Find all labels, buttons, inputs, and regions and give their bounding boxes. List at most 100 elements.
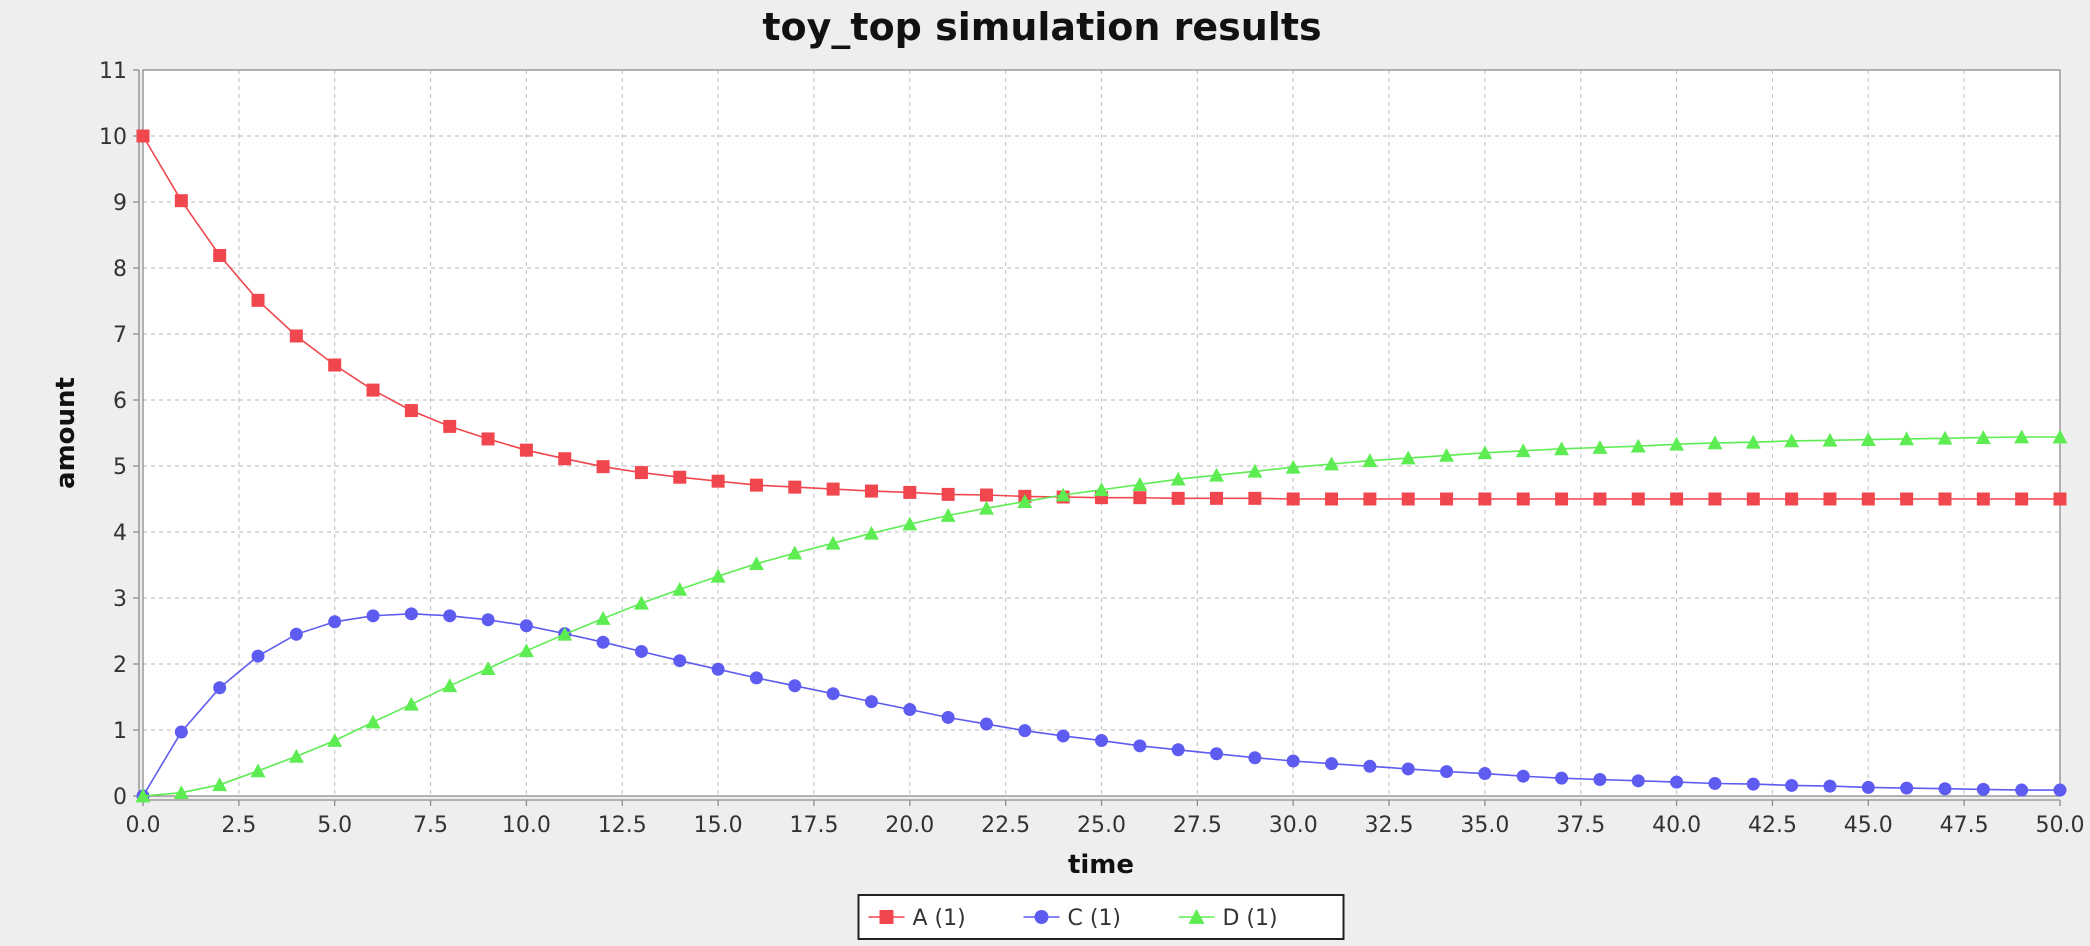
legend-item-a[interactable]: A (1) <box>868 906 966 931</box>
legend-item-c[interactable]: C (1) <box>1023 906 1122 931</box>
series-d <box>135 429 2068 803</box>
series-a-point <box>2053 492 2067 506</box>
series-a-point <box>1516 492 1530 506</box>
y-axis-label: amount <box>51 377 81 489</box>
series-a-point <box>289 329 303 343</box>
y-tick-label: 2 <box>113 653 127 678</box>
series-d-point <box>1055 487 1071 502</box>
series-a-point <box>1746 492 1760 506</box>
series-c-point <box>251 649 265 663</box>
x-tick-label: 47.5 <box>1940 813 1989 838</box>
x-tick-label: 0.0 <box>126 813 161 838</box>
series-c-point <box>1938 782 1952 796</box>
legend-marker <box>1034 910 1049 924</box>
series-c-point <box>1593 773 1607 786</box>
series-a-point <box>979 488 993 502</box>
series-d-point <box>1707 435 1723 450</box>
series-d-point <box>557 626 573 641</box>
series-a-point <box>519 443 533 457</box>
legend-label: A (1) <box>913 906 966 931</box>
series-c-point <box>634 644 648 658</box>
series-d-point <box>173 785 189 800</box>
y-tick-label: 3 <box>113 587 127 612</box>
series-d-point <box>633 595 649 610</box>
series-d-point <box>1860 432 1876 446</box>
series-d-point <box>288 748 304 763</box>
series-d-point <box>327 733 343 747</box>
series-c-point <box>174 725 188 739</box>
series-c-point <box>481 613 495 627</box>
y-tick-label: 11 <box>99 59 127 84</box>
legend-marker <box>879 910 894 924</box>
series-a-point <box>1210 491 1224 505</box>
x-tick-label: 27.5 <box>1173 813 1222 838</box>
series-d-point <box>2014 429 2030 444</box>
series-a-point <box>174 194 188 208</box>
series-a-point <box>366 383 380 397</box>
series-c-point <box>1363 759 1377 773</box>
series-a-point <box>328 358 342 372</box>
x-tick-label: 12.5 <box>598 813 647 838</box>
series-a-point <box>1133 491 1147 505</box>
chart-title: toy_top simulation results <box>762 5 1321 49</box>
series-a-point <box>213 248 227 262</box>
series-a-point <box>136 129 150 143</box>
series-c-point <box>826 687 840 701</box>
series-c-point <box>673 654 687 668</box>
series-d-point <box>825 535 841 550</box>
series-a-point <box>749 478 763 492</box>
series-c-point <box>1555 771 1569 785</box>
series-c-point <box>1900 781 1914 795</box>
series-a-point <box>711 474 725 488</box>
series-d-point <box>1247 463 1263 478</box>
x-axis-label: time <box>1068 850 1134 880</box>
series-d-point <box>1554 441 1570 456</box>
legend-label: D (1) <box>1223 906 1278 931</box>
series-d-point <box>1937 430 1953 445</box>
series-d-point <box>1630 438 1646 453</box>
series-a-point <box>788 480 802 494</box>
series-d-point <box>1515 443 1531 458</box>
series-a-point <box>558 452 572 466</box>
series-c-point <box>1440 765 1454 779</box>
series-d-point <box>902 516 918 531</box>
series-d-point <box>250 763 266 778</box>
series-d-point <box>1477 445 1493 460</box>
series-a-point <box>864 484 878 498</box>
y-tick-label: 8 <box>113 257 127 282</box>
y-tick-label: 0 <box>113 785 127 810</box>
series-d-point <box>2052 429 2068 444</box>
series-d-point <box>787 545 803 560</box>
x-tick-label: 32.5 <box>1365 813 1414 838</box>
series-c-point <box>1746 777 1760 791</box>
legend-marker <box>1188 908 1205 924</box>
series-c-point <box>1708 776 1722 790</box>
series-d-point <box>1017 494 1033 508</box>
series-d-point <box>1094 482 1109 497</box>
series-c-point <box>1976 782 1990 796</box>
series-d-point <box>1784 433 1800 448</box>
series-a-point <box>1785 492 1799 506</box>
series-c-point <box>213 681 227 695</box>
series-a-point <box>1478 492 1492 506</box>
series-d-point <box>940 508 956 522</box>
legend-box <box>857 894 1345 940</box>
series-a-point <box>1593 492 1607 506</box>
series-a-point <box>1325 492 1339 506</box>
series-d-point <box>442 678 458 693</box>
series-a-point <box>481 432 495 446</box>
series-a-point <box>251 293 265 307</box>
series-d-point <box>1822 432 1838 447</box>
series-c-point <box>366 609 380 623</box>
series-d-point <box>672 581 688 596</box>
legend[interactable]: A (1) C (1) D (1) <box>857 894 1345 940</box>
series-d-point <box>1975 430 1991 444</box>
series-a-point <box>443 419 457 433</box>
series-d-point <box>1170 471 1186 486</box>
series-c-point <box>404 607 418 621</box>
x-tick-label: 17.5 <box>789 813 838 838</box>
x-tick-label: 2.5 <box>221 813 256 838</box>
legend-item-d[interactable]: D (1) <box>1178 906 1278 931</box>
series-c-point <box>1171 743 1185 757</box>
series-a <box>136 129 2067 506</box>
